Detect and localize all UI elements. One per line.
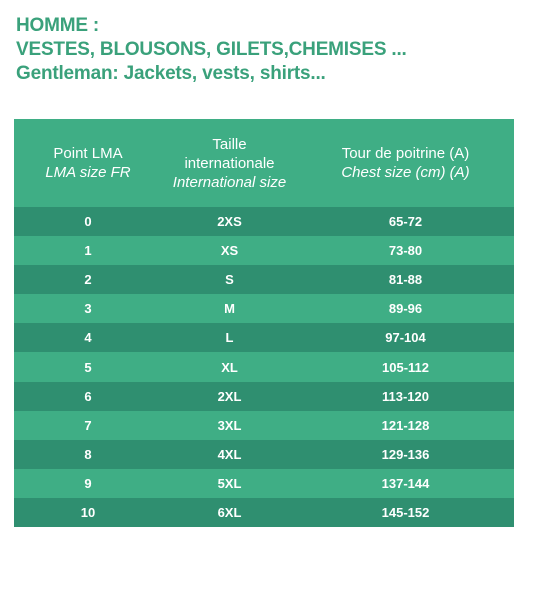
cell-chest-size: 121-128 [381, 417, 430, 433]
cell-chest-size: 65-72 [388, 214, 423, 230]
cell-lma-size: 6 [84, 388, 92, 404]
cell-international-size: 3XL [217, 417, 242, 433]
header-international-size-label-2: internationale [184, 154, 275, 172]
table-row: 8 4XL 129-136 [14, 439, 514, 469]
cell-international-size: 2XL [217, 388, 242, 404]
header-lma-size-label: Point LMA [53, 145, 123, 162]
header-chest-size-label-en: Chest size (cm) (A) [341, 164, 470, 181]
cell-international-size: 5XL [217, 475, 242, 491]
heading-line-english: Gentleman: Jackets, vests, shirts... [16, 63, 326, 84]
header-international-size-label-1: Taille [212, 135, 247, 153]
table-row: 9 5XL 137-144 [14, 468, 514, 498]
cell-chest-size: 81-88 [388, 272, 423, 288]
table-row: 0 2XS 65-72 [14, 207, 514, 237]
cell-chest-size: 137-144 [381, 475, 430, 491]
table-header: Point LMA LMA size FR Taille internation… [14, 119, 514, 207]
cell-lma-size: 4 [84, 330, 92, 346]
cell-lma-size: 2 [84, 272, 92, 288]
table-row: 1 XS 73-80 [14, 236, 514, 266]
cell-chest-size: 129-136 [381, 446, 430, 462]
table-row: 2 S 81-88 [14, 265, 514, 295]
cell-lma-size: 1 [84, 243, 92, 259]
cell-international-size: 6XL [217, 504, 242, 520]
cell-international-size: 2XS [217, 214, 242, 230]
cell-chest-size: 97-104 [385, 330, 426, 346]
header-international-size-label-en: International size [172, 173, 287, 191]
heading-line-homme: HOMME : [16, 15, 100, 36]
cell-lma-size: 10 [80, 504, 96, 520]
table-body: 0 2XS 65-72 1 XS 73-80 2 S 81-88 3 M 89-… [14, 207, 514, 528]
header-chest-size: Tour de poitrine (A) Chest size (cm) (A) [297, 119, 514, 207]
cell-lma-size: 0 [84, 214, 92, 230]
table-row: 5 XL 105-112 [14, 352, 514, 382]
table-row: 6 2XL 113-120 [14, 381, 514, 411]
cell-chest-size: 73-80 [388, 243, 423, 259]
cell-lma-size: 7 [84, 417, 92, 433]
cell-chest-size: 113-120 [382, 388, 429, 404]
cell-international-size: 4XL [217, 446, 242, 462]
cell-international-size: M [224, 301, 235, 317]
cell-lma-size: 5 [84, 359, 92, 375]
cell-chest-size: 89-96 [388, 301, 423, 317]
header-lma-size-label-en: LMA size FR [45, 164, 131, 181]
heading-line-categories: VESTES, BLOUSONS, GILETS,CHEMISES ... [16, 39, 407, 60]
table-row: 7 3XL 121-128 [14, 410, 514, 440]
cell-international-size: XS [220, 243, 239, 259]
size-table: Point LMA LMA size FR Taille internation… [14, 119, 514, 528]
cell-lma-size: 9 [84, 475, 92, 491]
header-chest-size-label: Tour de poitrine (A) [341, 145, 470, 162]
table-row: 3 M 89-96 [14, 294, 514, 324]
cell-international-size: XL [221, 359, 238, 375]
cell-international-size: L [225, 330, 234, 346]
page-heading: HOMME : VESTES, BLOUSONS, GILETS,CHEMISE… [16, 14, 407, 86]
cell-international-size: S [225, 272, 234, 288]
cell-lma-size: 8 [84, 446, 92, 462]
cell-chest-size: 105-112 [382, 359, 429, 375]
table-row: 4 L 97-104 [14, 323, 514, 353]
cell-lma-size: 3 [84, 301, 92, 317]
table-row: 10 6XL 145-152 [14, 497, 514, 528]
header-lma-size: Point LMA LMA size FR [14, 119, 162, 207]
cell-chest-size: 145-152 [381, 504, 430, 520]
header-international-size: Taille internationale International size [162, 119, 297, 207]
